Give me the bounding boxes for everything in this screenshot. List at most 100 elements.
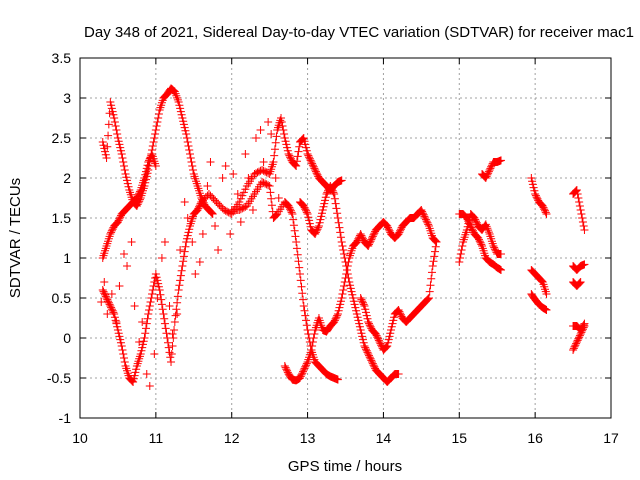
data-point: [456, 254, 465, 262]
data-point: [100, 278, 109, 286]
data-point: [154, 279, 163, 288]
data-point: [336, 228, 345, 237]
data-point: [175, 281, 184, 290]
data-point: [334, 218, 343, 227]
data-point: [571, 341, 580, 350]
data-point: [124, 182, 133, 191]
data-point: [180, 247, 189, 256]
data-point: [474, 234, 483, 242]
data-point: [278, 122, 287, 130]
data-point: [463, 215, 472, 224]
data-point: [167, 358, 176, 366]
x-axis-label: GPS time / hours: [288, 458, 402, 475]
data-point: [281, 363, 290, 372]
data-point: [384, 335, 393, 344]
data-point: [299, 366, 308, 374]
data-point: [307, 346, 316, 354]
data-point: [287, 208, 296, 217]
series-trace-e: [227, 178, 342, 384]
data-point: [327, 185, 336, 194]
data-point: [497, 250, 506, 258]
series-trace-b: [98, 150, 160, 262]
data-point: [121, 170, 130, 178]
data-point: [330, 194, 339, 203]
data-point: [359, 300, 368, 309]
data-point: [339, 250, 348, 258]
data-point: [330, 316, 339, 325]
data-point: [305, 216, 314, 225]
data-point: [129, 378, 138, 386]
data-point: [572, 186, 581, 194]
data-point: [365, 238, 374, 247]
data-point: [119, 250, 128, 258]
tick-layer: 10 11 12 13 14 15 16 17 -1 -0.5 0 0.5 1 1.5 2 2.5 3 3.5: [47, 50, 619, 446]
data-point: [358, 332, 367, 341]
data-point: [114, 216, 123, 225]
data-point: [425, 287, 434, 296]
data-point: [363, 314, 372, 323]
data-point: [361, 305, 370, 314]
data-point: [417, 206, 426, 214]
y-tick-label: 2.5: [52, 130, 72, 146]
data-point: [337, 238, 346, 246]
data-point: [153, 276, 162, 285]
data-point: [271, 174, 280, 182]
data-point: [286, 206, 295, 215]
data-point: [157, 300, 166, 309]
data-point: [182, 234, 191, 243]
data-point: [575, 198, 584, 206]
data-point: [144, 310, 153, 318]
data-point: [290, 226, 299, 235]
data-point: [161, 324, 170, 333]
data-point: [395, 307, 404, 316]
data-point: [359, 338, 368, 347]
data-point: [132, 202, 141, 210]
data-point: [292, 162, 301, 170]
data-point: [130, 302, 139, 310]
data-point: [107, 303, 116, 312]
data-point: [358, 335, 367, 344]
series-trace-m: [527, 266, 551, 298]
data-point: [160, 319, 169, 328]
data-point: [229, 170, 238, 178]
data-point: [168, 330, 177, 338]
series-scatter-early: [97, 118, 283, 390]
data-point: [539, 203, 548, 212]
data-point: [334, 306, 343, 315]
data-point: [361, 343, 370, 352]
data-point: [99, 287, 108, 296]
data-point: [579, 222, 588, 230]
data-point: [367, 235, 376, 244]
data-point: [162, 329, 171, 338]
data-point: [185, 150, 194, 158]
data-point: [300, 306, 309, 315]
data-point: [303, 326, 312, 334]
data-point: [299, 202, 308, 210]
data-point: [265, 182, 274, 190]
data-point: [312, 226, 321, 235]
data-point: [113, 218, 122, 226]
data-point: [309, 334, 318, 342]
data-point: [167, 350, 176, 358]
data-point: [430, 252, 439, 261]
data-point: [111, 316, 120, 325]
data-point: [120, 358, 129, 366]
data-point: [117, 150, 126, 158]
data-point: [203, 182, 212, 190]
data-point: [113, 322, 122, 331]
data-point: [107, 228, 116, 237]
data-point: [462, 226, 471, 234]
data-point: [102, 154, 111, 162]
data-point: [145, 156, 154, 165]
data-point: [152, 122, 161, 130]
data-point: [569, 344, 578, 353]
data-point: [302, 146, 311, 155]
data-point: [130, 371, 139, 380]
data-point: [335, 223, 344, 232]
data-point: [471, 215, 480, 224]
data-point: [389, 316, 398, 325]
data-point: [368, 234, 377, 242]
data-point: [149, 138, 158, 146]
data-point: [105, 300, 114, 309]
data-point: [336, 300, 345, 309]
